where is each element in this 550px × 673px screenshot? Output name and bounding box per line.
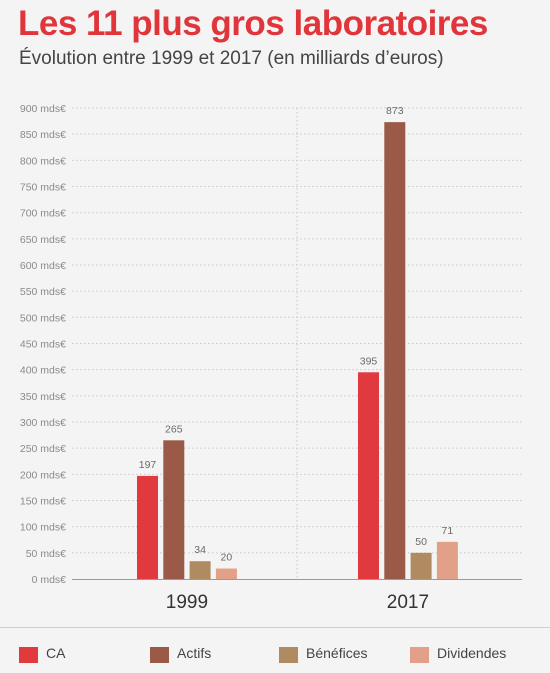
y-tick-label: 900 mds€	[20, 103, 66, 115]
y-tick-label: 250 mds€	[20, 443, 66, 455]
y-tick-label: 300 mds€	[20, 417, 66, 429]
data-label: 71	[442, 525, 454, 537]
bar	[163, 440, 185, 579]
x-tick-label: 2017	[387, 592, 429, 613]
legend: CA Actifs Bénéfices Dividendes	[0, 639, 550, 669]
legend-label: Bénéfices	[306, 645, 368, 661]
y-tick-label: 550 mds€	[20, 286, 66, 298]
y-tick-label: 800 mds€	[20, 155, 66, 167]
bar	[358, 372, 379, 579]
data-label: 34	[194, 544, 206, 556]
y-tick-label: 750 mds€	[20, 182, 66, 194]
legend-label: Dividendes	[437, 645, 507, 661]
bar	[384, 122, 406, 579]
bar	[410, 552, 432, 579]
bar	[137, 475, 158, 579]
legend-label: Actifs	[177, 645, 212, 661]
bar	[215, 568, 237, 579]
y-tick-label: 450 mds€	[20, 339, 66, 351]
legend-swatch	[279, 647, 298, 663]
bar-chart: 0 mds€ 50 mds€ 100 mds€ 150 mds€ 200 mds€ 250…	[20, 103, 522, 613]
y-tick-label: 400 mds€	[20, 365, 66, 377]
y-tick-label: 600 mds€	[20, 260, 66, 272]
y-tick-label: 500 mds€	[20, 312, 66, 324]
legend-divider	[0, 627, 550, 628]
data-label: 265	[165, 423, 183, 435]
y-tick-label: 350 mds€	[20, 391, 66, 403]
y-tick-label: 850 mds€	[20, 129, 66, 141]
chart-subtitle: Évolution entre 1999 et 2017 (en milliar…	[19, 48, 444, 69]
y-tick-label: 150 mds€	[20, 496, 66, 508]
legend-swatch	[19, 647, 38, 663]
x-tick-label: 1999	[166, 592, 208, 613]
legend-swatch	[150, 647, 169, 663]
chart-title: Les 11 plus gros laboratoires	[18, 4, 488, 43]
data-label: 50	[415, 536, 427, 548]
y-tick-label: 200 mds€	[20, 469, 66, 481]
y-tick-label: 650 mds€	[20, 234, 66, 246]
y-tick-label: 0 mds€	[32, 574, 67, 586]
legend-label: CA	[46, 645, 66, 661]
data-label: 20	[221, 552, 233, 564]
bar	[436, 541, 458, 579]
data-label: 873	[386, 105, 404, 117]
bar	[189, 561, 211, 579]
y-tick-label: 700 mds€	[20, 208, 66, 220]
y-tick-label: 50 mds€	[26, 548, 66, 560]
data-label: 395	[360, 355, 378, 367]
legend-swatch	[410, 647, 429, 663]
data-label: 197	[139, 459, 157, 471]
y-tick-label: 100 mds€	[20, 522, 66, 534]
